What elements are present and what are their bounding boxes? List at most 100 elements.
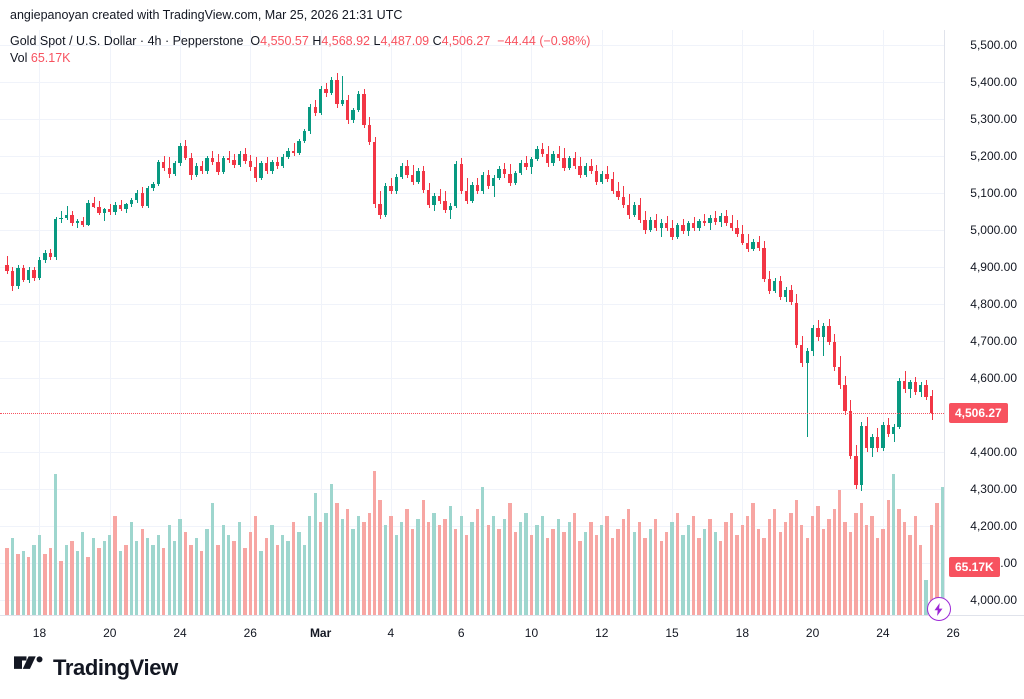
volume-bar bbox=[86, 557, 90, 615]
gridline-vertical bbox=[742, 30, 743, 615]
candle-body bbox=[394, 176, 398, 192]
volume-bar bbox=[940, 487, 944, 615]
time-axis-tick-label: 20 bbox=[805, 626, 820, 640]
gridline-vertical bbox=[39, 30, 40, 615]
volume-bar bbox=[124, 544, 128, 615]
price-axis-tick-label: 4,700.00 bbox=[970, 334, 1017, 348]
candle-body bbox=[459, 164, 463, 192]
chart-frame: 5,500.00 5,400.00 5,300.00 5,200.00 5,100.00… bbox=[0, 30, 1024, 621]
volume-bar bbox=[270, 525, 274, 615]
lightning-bolt-icon[interactable] bbox=[926, 597, 951, 621]
time-axis[interactable]: 18 20 24 26 Mar 4 6 10 12 15 18 20 24 26 bbox=[0, 615, 1024, 649]
candle-body bbox=[318, 88, 323, 113]
candle-body bbox=[162, 161, 166, 168]
volume-bar bbox=[356, 515, 361, 615]
candle-body bbox=[178, 146, 182, 164]
candle-body bbox=[5, 265, 9, 271]
volume-bar bbox=[221, 525, 225, 615]
candle-body bbox=[670, 228, 674, 237]
candle-body bbox=[335, 80, 339, 105]
volume-bar bbox=[362, 522, 366, 615]
candle-body bbox=[172, 163, 177, 174]
candle-body bbox=[345, 100, 350, 121]
volume-bar bbox=[26, 557, 31, 615]
candle-body bbox=[794, 302, 799, 345]
volume-bar bbox=[308, 515, 312, 615]
gridline-horizontal bbox=[0, 81, 944, 83]
volume-bar bbox=[675, 512, 680, 615]
gridline-vertical bbox=[461, 30, 462, 615]
volume-bar bbox=[113, 515, 117, 615]
candle-body bbox=[199, 166, 204, 172]
volume-bar bbox=[654, 519, 658, 615]
candle-body bbox=[756, 241, 761, 248]
chart-plot-area[interactable] bbox=[0, 30, 944, 615]
candle-body bbox=[405, 166, 409, 176]
volume-bar bbox=[118, 551, 123, 615]
candle-body bbox=[837, 366, 842, 386]
candle-body bbox=[513, 172, 517, 183]
candle-body bbox=[848, 411, 853, 456]
volume-bar bbox=[264, 538, 269, 615]
candle-body bbox=[70, 215, 74, 224]
candle-body bbox=[145, 187, 150, 207]
volume-bar bbox=[551, 528, 555, 615]
candle-body bbox=[124, 204, 128, 210]
candle-body bbox=[767, 278, 772, 291]
volume-bar bbox=[913, 515, 917, 615]
volume-bar bbox=[373, 471, 377, 615]
volume-bar bbox=[10, 538, 15, 615]
volume-bar bbox=[589, 522, 593, 615]
candle-body bbox=[821, 326, 826, 338]
volume-bar bbox=[389, 515, 393, 615]
candle-body bbox=[735, 228, 739, 235]
volume-bar bbox=[232, 541, 236, 615]
volume-bar bbox=[454, 528, 458, 615]
candle-body bbox=[443, 201, 447, 210]
candle-body bbox=[237, 153, 242, 165]
candle-body bbox=[118, 204, 123, 210]
time-axis-tick-label: 26 bbox=[243, 626, 257, 640]
time-axis-tick-label: 12 bbox=[595, 626, 609, 640]
candle-body bbox=[232, 160, 236, 165]
candle-body bbox=[729, 223, 734, 229]
volume-bar bbox=[275, 544, 280, 615]
candle-body bbox=[908, 382, 912, 390]
candle-body bbox=[881, 425, 885, 449]
candle-wick bbox=[7, 255, 8, 275]
volume-bar bbox=[508, 503, 512, 615]
candle-body bbox=[675, 225, 680, 237]
volume-bar bbox=[59, 560, 63, 615]
volume-bar bbox=[783, 522, 788, 615]
volume-bar bbox=[735, 535, 739, 615]
volume-bar bbox=[681, 535, 685, 615]
candle-body bbox=[378, 204, 382, 216]
volume-bar bbox=[37, 535, 42, 615]
gridline-horizontal bbox=[0, 341, 944, 342]
volume-bar bbox=[194, 538, 198, 615]
volume-bar bbox=[513, 531, 517, 615]
volume-bar bbox=[172, 541, 177, 615]
candle-body bbox=[724, 215, 728, 224]
candle-wick bbox=[104, 207, 105, 222]
candle-body bbox=[383, 185, 388, 216]
footer-branding: TradingView bbox=[14, 655, 178, 681]
candle-wick bbox=[623, 185, 624, 208]
volume-bar bbox=[367, 512, 371, 615]
candle-body bbox=[329, 80, 334, 93]
candle-wick bbox=[342, 75, 343, 107]
candle-body bbox=[719, 215, 723, 222]
volume-bar bbox=[318, 522, 323, 615]
price-axis-tick-label: 5,200.00 bbox=[970, 148, 1017, 163]
candle-body bbox=[43, 252, 47, 260]
volume-bar bbox=[91, 538, 96, 615]
volume-bar bbox=[410, 528, 415, 615]
volume-bar bbox=[43, 554, 47, 615]
price-axis[interactable]: 5,500.00 5,400.00 5,300.00 5,200.00 5,100.00… bbox=[944, 30, 1024, 615]
volume-bar bbox=[254, 515, 258, 615]
candle-body bbox=[643, 219, 647, 230]
volume-bar bbox=[902, 522, 907, 615]
candle-body bbox=[324, 88, 328, 93]
candle-body bbox=[59, 218, 63, 220]
candle-body bbox=[919, 384, 923, 393]
